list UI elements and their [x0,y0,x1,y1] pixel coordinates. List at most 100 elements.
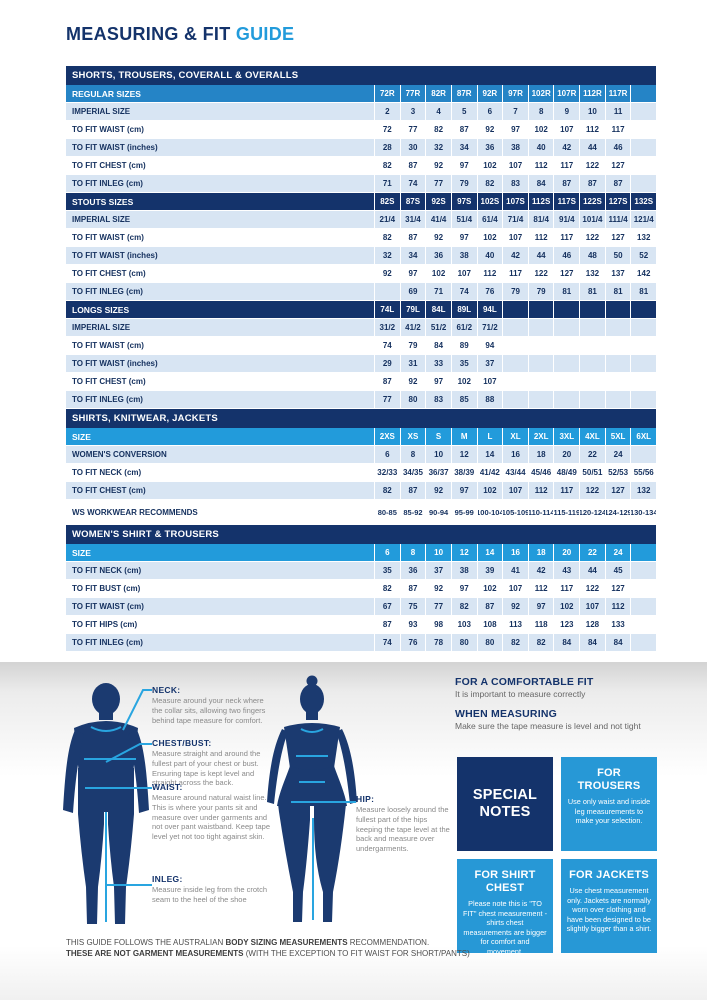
size-cell: 112R [579,85,605,102]
page-title: MEASURING & FIT GUIDE [66,24,294,45]
size-cell: 36 [399,562,426,579]
size-cell: 82 [374,157,400,174]
size-cell: 97S [450,193,477,210]
row-label: TO FIT WAIST (cm) [72,602,144,611]
size-cell: 133 [604,616,631,633]
size-cell: 87 [450,121,477,138]
size-cell: 127 [553,265,579,282]
size-cell: 38 [502,139,528,156]
size-cell: 41/42 [476,464,503,481]
row-label: TO FIT NECK (cm) [72,468,142,477]
row-label: TO FIT INLEG (cm) [72,395,143,404]
size-cell: 92 [502,598,528,615]
size-cell: 92 [425,229,451,246]
size-cell: 94L [476,301,503,318]
size-cell: 36/37 [425,464,451,481]
special-notes-title: SPECIAL NOTES [472,786,538,820]
size-cell [630,355,656,372]
size-cell: 90-94 [425,500,451,524]
size-band-row: LONGS SIZES 74L 79L 84L 89L 94L [66,301,656,319]
size-cell [553,391,579,408]
size-cell: 112 [527,580,554,597]
size-cell: 38/39 [450,464,477,481]
size-cell: 38 [450,562,477,579]
size-cell: 20 [553,446,579,463]
section-header: SHIRTS, KNITWEAR, JACKETS [66,409,656,428]
disclaimer-text: THIS GUIDE FOLLOWS THE AUSTRALIAN [66,938,226,947]
size-cell [604,337,631,354]
row-label: TO FIT WAIST (inches) [72,359,158,368]
hip-label: HIP: [356,794,375,804]
size-cell: 87 [399,157,426,174]
table-row: IMPERIAL SIZE 21/4 31/4 41/4 51/4 61/4 71/4 81/… [66,211,656,229]
size-cell: 97 [425,373,451,390]
table-row: TO FIT INLEG (cm) 74 76 78 80 80 82 82 84 84 84 [66,634,656,652]
size-cell: XL [502,428,528,445]
size-cell: 81/4 [527,211,554,228]
size-cell: 21/4 [374,211,400,228]
size-cell: 117S [553,193,579,210]
size-cell: 112S [527,193,554,210]
size-cell [630,598,656,615]
size-cell: 85-92 [399,500,426,524]
size-cell: 107 [579,598,605,615]
size-cell: 84 [527,175,554,192]
female-figure-silhouette [267,675,357,922]
size-cell: 97 [450,157,477,174]
size-cell: 39 [476,562,503,579]
size-cell: 82S [374,193,400,210]
for-trousers-title: FOR TROUSERS [577,767,641,793]
size-cell: 61/2 [450,319,477,336]
table-row: TO FIT WAIST (cm) 82 87 92 97 102 107 112 117 122… [66,229,656,247]
size-cell: 92 [476,121,503,138]
size-cell: 24 [604,544,631,561]
comfortable-fit-text: It is important to measure correctly [455,689,586,699]
size-cell: 16 [502,446,528,463]
size-cell: 71 [425,283,451,300]
size-cell [579,301,605,318]
table-row: TO FIT CHEST (cm) 87 92 97 102 107 [66,373,656,391]
size-cell: 46 [553,247,579,264]
size-cell [553,319,579,336]
row-label: TO FIT BUST (cm) [72,584,141,593]
size-cell: 92 [425,482,451,499]
row-label: REGULAR SIZES [72,88,141,99]
size-cell: 36 [476,139,503,156]
disclaimer-bold-text: THESE ARE NOT GARMENT MEASUREMENTS [66,948,244,958]
size-cell: 102 [553,598,579,615]
size-cell: 6 [374,446,400,463]
size-cell [630,301,656,318]
size-cell: 6 [476,103,503,120]
neck-label: NECK: [152,685,181,695]
size-cell: 33 [425,355,451,372]
size-cell: 80 [399,391,426,408]
size-cell: 110-114 [527,500,553,524]
size-cell: 82 [450,598,477,615]
when-measuring-heading: WHEN MEASURING [455,708,557,720]
size-cell: 84 [553,634,579,651]
size-cell: 97 [502,121,528,138]
size-cell: 31/4 [399,211,426,228]
size-cell: 107 [502,229,528,246]
size-cell [553,337,579,354]
size-cell: 102 [476,482,503,499]
size-cell: 16 [502,544,528,561]
table-row: TO FIT CHEST (cm) 82 87 92 97 102 107 112 117 122… [66,482,656,500]
table-row: TO FIT INLEG (cm) 77 80 83 85 88 [66,391,656,409]
size-cell: 84 [425,337,451,354]
table-row: TO FIT WAIST (cm) 67 75 77 82 87 92 97 102 107 112 [66,598,656,616]
size-cell: 12 [450,544,477,561]
size-cell [502,301,528,318]
size-cell: 42 [502,247,528,264]
row-label: TO FIT HIPS (cm) [72,620,138,629]
size-cell: 67 [374,598,400,615]
size-cell: 82 [476,175,503,192]
size-cell [630,121,656,138]
size-cell: 5XL [604,428,631,445]
size-cell: 72R [374,85,400,102]
size-cell [630,337,656,354]
size-cell: 82 [374,482,400,499]
size-cell: 97R [502,85,528,102]
size-cell: 122S [579,193,605,210]
table-row: TO FIT WAIST (inches) 32 34 36 38 40 42 44 46 48 5… [66,247,656,265]
